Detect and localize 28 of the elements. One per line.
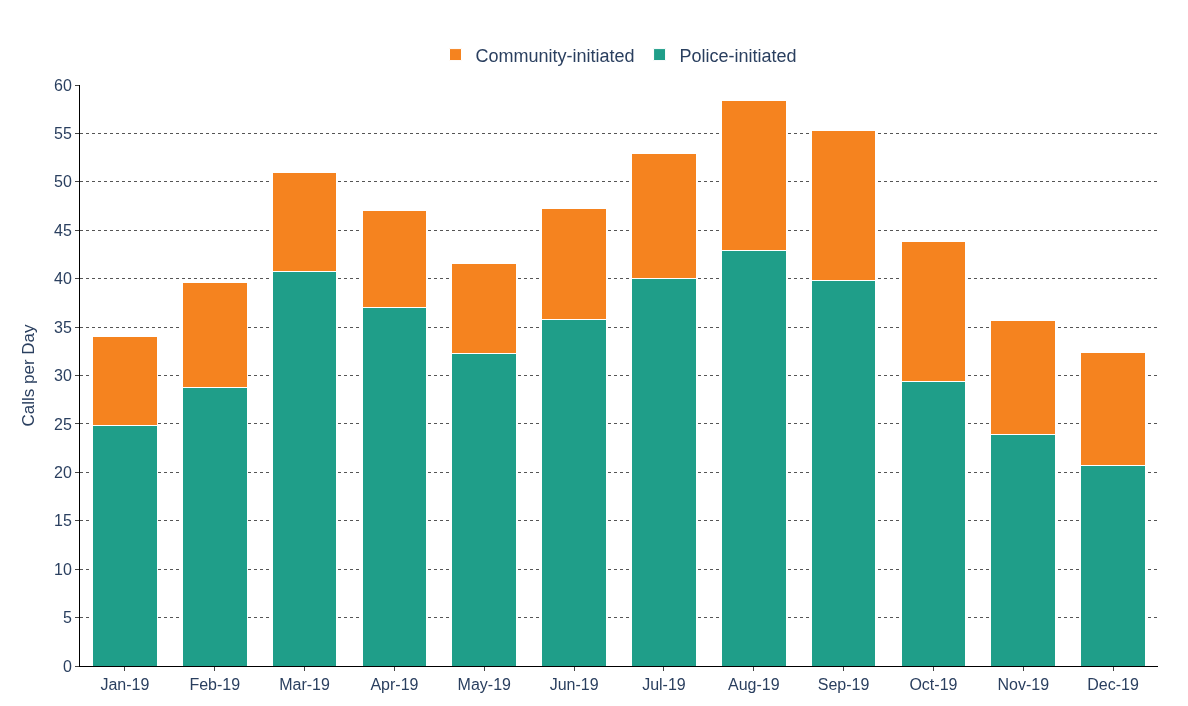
x-tick-label: Mar-19 [279, 676, 331, 694]
x-tick-label: Jan-19 [100, 676, 150, 694]
y-tick-label: 40 [54, 270, 72, 288]
y-axis-title: Calls per Day [18, 323, 38, 427]
y-tick-label: 15 [54, 512, 72, 530]
y-tick-label: 20 [54, 463, 72, 481]
x-tick-label: Jul-19 [642, 676, 686, 694]
x-tick-label: Nov-19 [997, 676, 1050, 694]
y-tick-label: 50 [54, 173, 72, 191]
x-tick-label: Jun-19 [549, 676, 599, 694]
y-tick-label: 5 [62, 609, 72, 627]
y-tick-label: 45 [54, 221, 72, 239]
x-tick-label: Oct-19 [909, 676, 958, 694]
y-tick-label: 10 [54, 560, 72, 578]
x-tick-label: Feb-19 [189, 676, 241, 694]
x-tick-label: Dec-19 [1087, 676, 1139, 694]
y-tick-label: 25 [54, 415, 72, 433]
x-tick-label: Sep-19 [817, 676, 870, 694]
legend-label: Community-initiated [475, 45, 635, 66]
y-tick-label: 55 [54, 125, 72, 143]
y-tick-label: 30 [54, 367, 72, 385]
legend-label: Police-initiated [679, 45, 797, 66]
y-tick-label: 0 [62, 657, 72, 675]
y-tick-label: 60 [54, 76, 72, 94]
x-tick-label: Aug-19 [727, 676, 780, 694]
x-tick-label: May-19 [457, 676, 512, 694]
x-tick-label: Apr-19 [370, 676, 419, 694]
y-tick-label: 35 [54, 318, 72, 336]
